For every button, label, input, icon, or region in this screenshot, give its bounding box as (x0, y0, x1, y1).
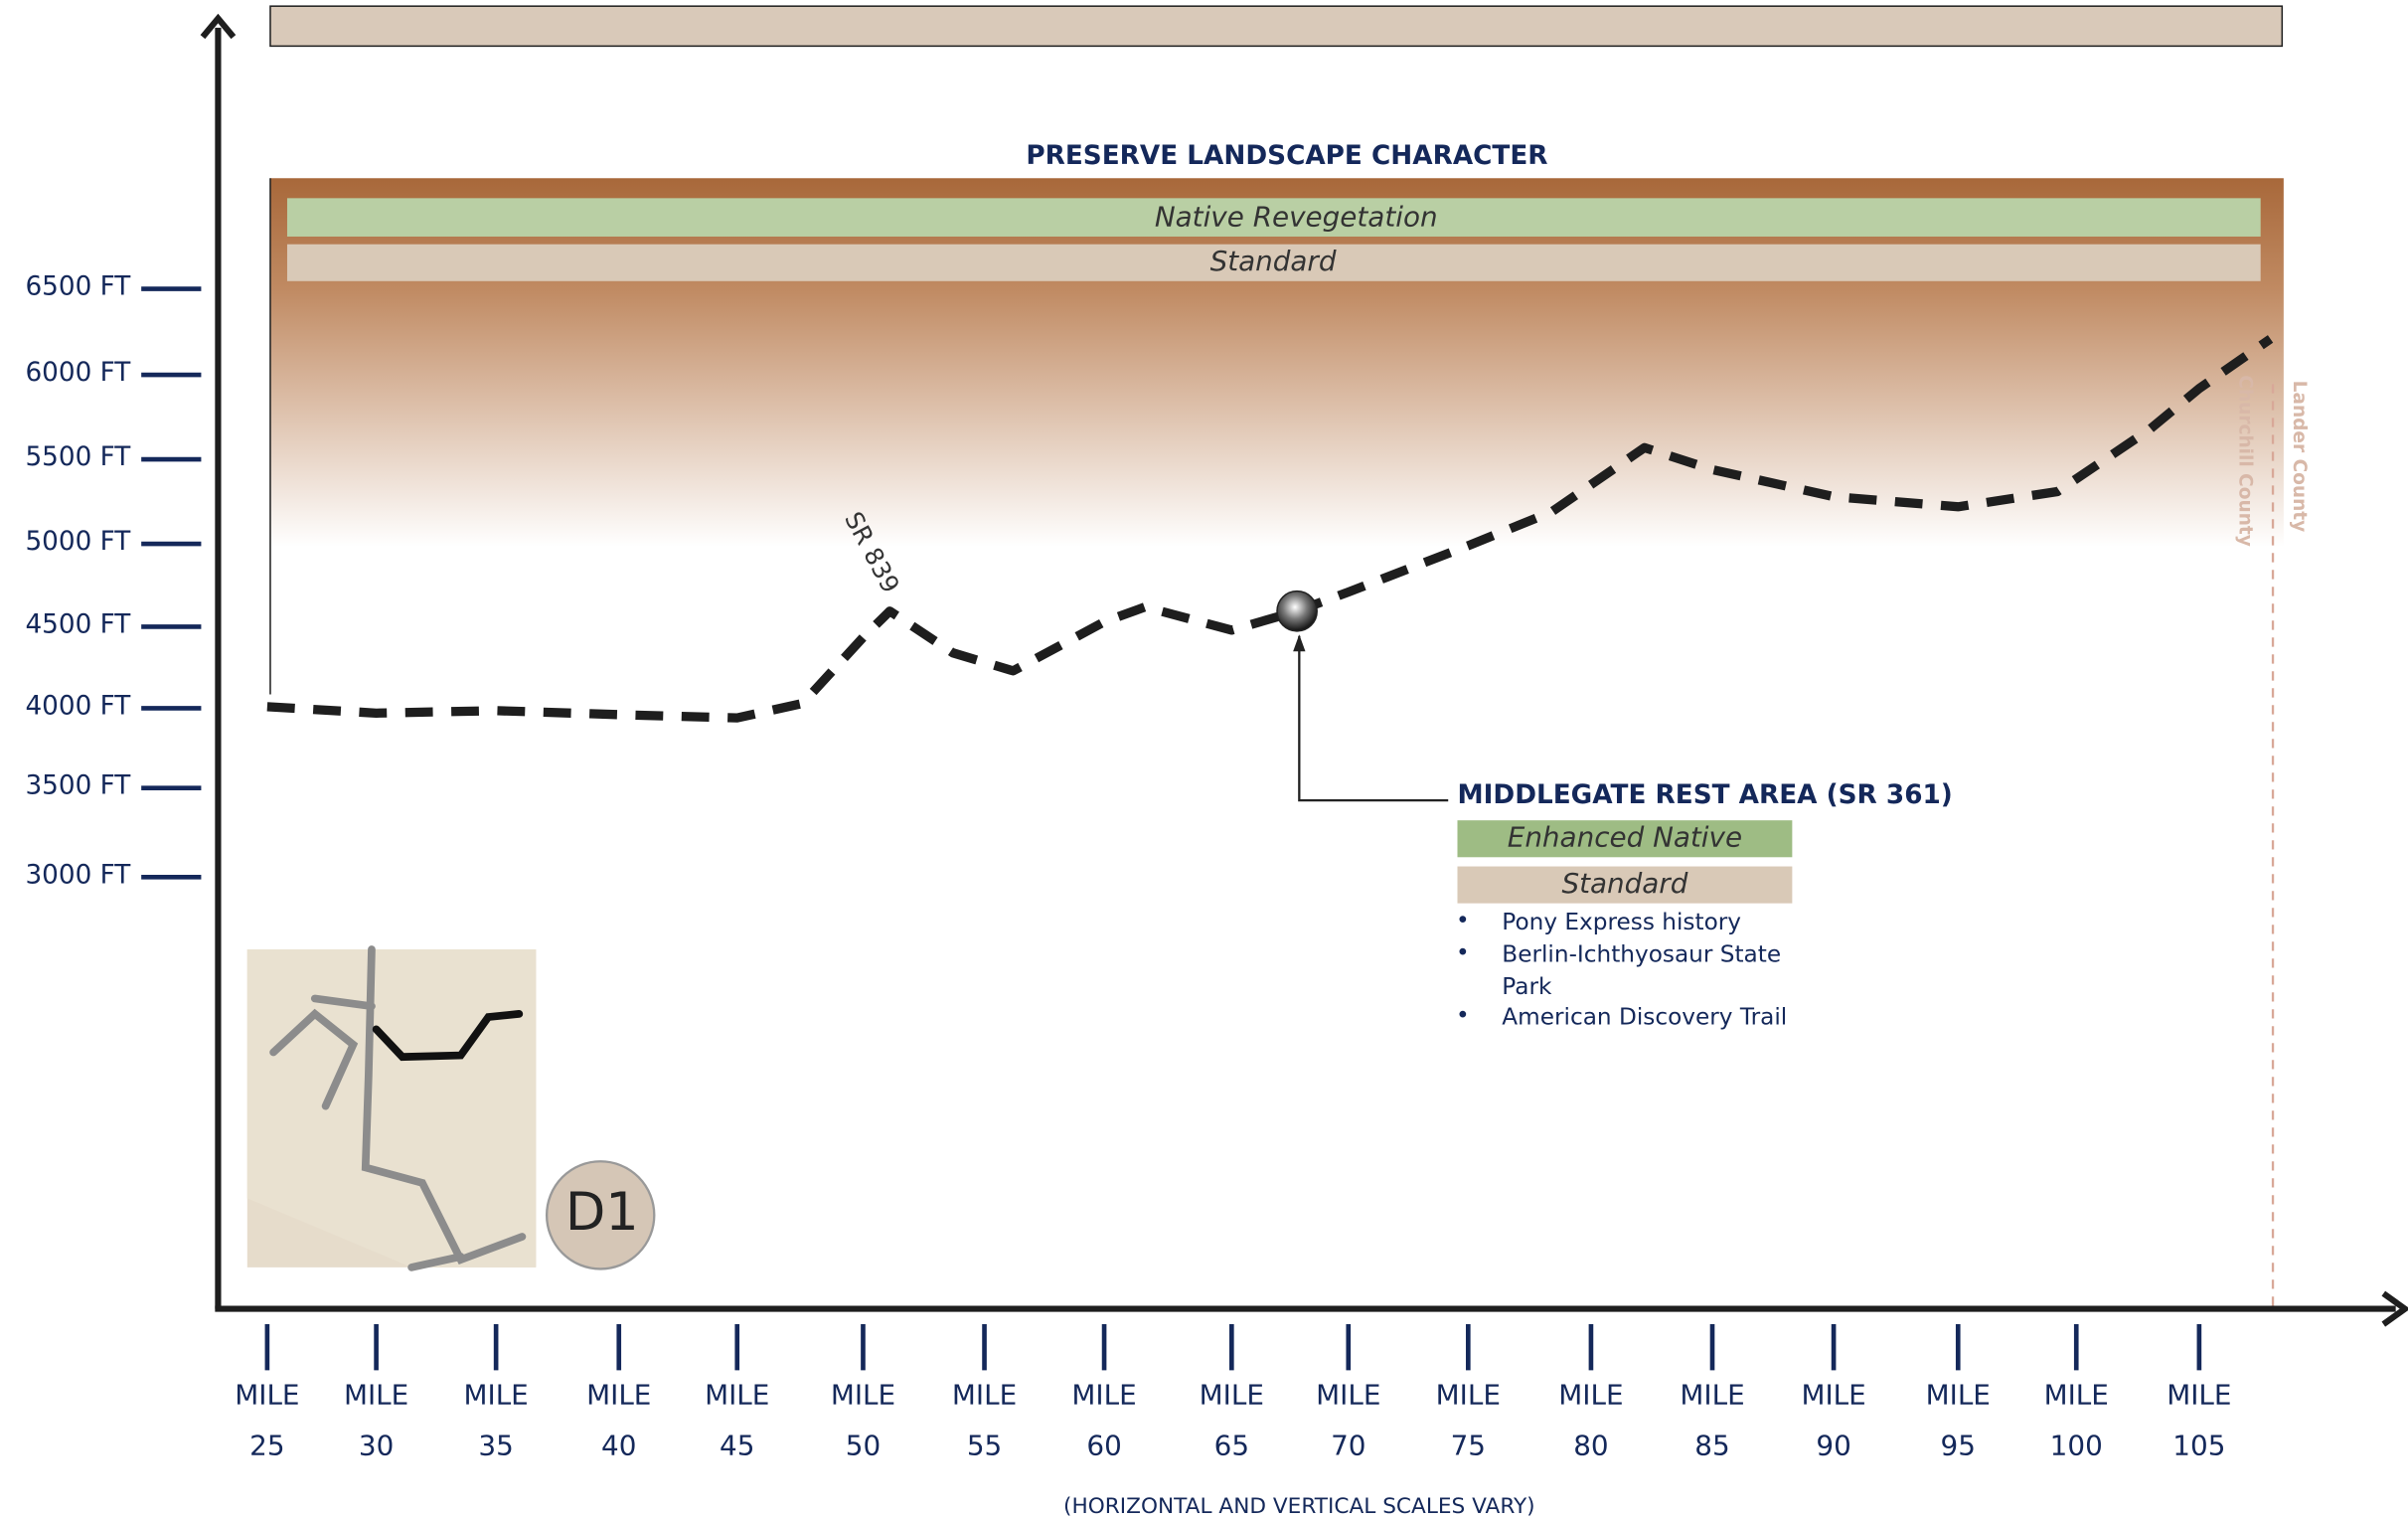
locator-map: D1 (247, 949, 655, 1268)
x-tick-label: MILE 50 (817, 1370, 909, 1471)
x-tick-label: MILE 55 (938, 1370, 1031, 1471)
y-tick-label: 5500 FT (25, 442, 131, 472)
band-label: Standard (1210, 245, 1337, 277)
y-tick-label: 4000 FT (25, 691, 131, 721)
map-badge-label: D1 (565, 1182, 639, 1243)
x-tick-label: MILE 65 (1186, 1370, 1278, 1471)
callout-bullet: • Pony Express history (1456, 907, 1809, 938)
y-tick-label: 6500 FT (25, 271, 131, 301)
band-title: PRESERVE LANDSCAPE CHARACTER (1026, 141, 1547, 171)
y-tick-label: 3500 FT (25, 771, 131, 801)
x-tick-label: MILE 30 (330, 1370, 422, 1471)
county-label: Lander County (2289, 381, 2310, 533)
callout-arrow (1293, 634, 1305, 651)
x-tick-label: MILE 105 (2154, 1370, 2246, 1471)
x-tick-label: MILE 70 (1302, 1370, 1394, 1471)
callout-bullet: • American Discovery Trail (1456, 1002, 1809, 1034)
bullet-dot: • (1456, 1002, 1470, 1030)
bullet-text: Pony Express history (1502, 907, 1809, 938)
callout-title: MIDDLEGATE REST AREA (SR 361) (1457, 780, 1952, 810)
bullet-text: American Discovery Trail (1502, 1002, 1809, 1034)
callout-bullet: • Berlin-Ichthyosaur State Park (1456, 938, 1809, 1001)
callout-band-label: Standard (1561, 867, 1687, 900)
y-tick-label: 4500 FT (25, 609, 131, 639)
x-tick-label: MILE 85 (1667, 1370, 1759, 1471)
page: PRESERVE LANDSCAPE CHARACTER Native Reve… (0, 0, 2408, 1520)
x-tick-label: MILE 100 (2030, 1370, 2123, 1471)
x-tick-label: MILE 90 (1788, 1370, 1880, 1471)
scale-note: (HORIZONTAL AND VERTICAL SCALES VARY) (1063, 1494, 1535, 1519)
x-tick-label: MILE 95 (1912, 1370, 2005, 1471)
callout-line (1299, 636, 1448, 800)
callout-band-label: Enhanced Native (1508, 821, 1742, 854)
rest-area-marker (1277, 591, 1317, 631)
bullet-text: Berlin-Ichthyosaur State Park (1502, 938, 1809, 1001)
bullet-dot: • (1456, 938, 1470, 966)
x-tick-label: MILE 25 (222, 1370, 314, 1471)
y-tick-label: 6000 FT (25, 358, 131, 388)
bullet-dot: • (1456, 907, 1470, 934)
x-tick-label: MILE 40 (572, 1370, 665, 1471)
chart: PRESERVE LANDSCAPE CHARACTER Native Reve… (0, 0, 2408, 1519)
x-tick-label: MILE 75 (1422, 1370, 1515, 1471)
x-tick-label: MILE 60 (1058, 1370, 1151, 1471)
band-label: Native Revegetation (1155, 200, 1438, 233)
x-tick-label: MILE 45 (691, 1370, 783, 1471)
x-tick-label: MILE 80 (1545, 1370, 1638, 1471)
top-band (270, 6, 2282, 46)
county-label: Churchill County (2235, 375, 2256, 546)
y-tick-label: 3000 FT (25, 860, 131, 890)
y-tick-label: 5000 FT (25, 527, 131, 557)
chart-container: PRESERVE LANDSCAPE CHARACTER Native Reve… (0, 0, 2408, 1519)
x-tick-label: MILE 35 (450, 1370, 543, 1471)
